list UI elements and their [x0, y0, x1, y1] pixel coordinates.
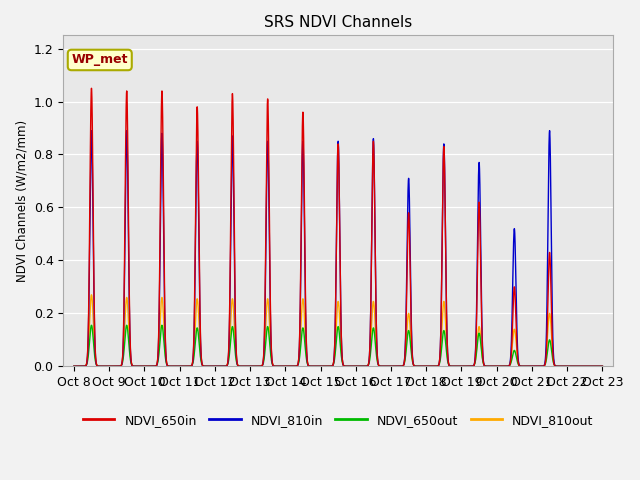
Line: NDVI_810out: NDVI_810out — [74, 295, 602, 366]
NDVI_810in — [596, 363, 604, 369]
NDVI_810out — [88, 292, 95, 298]
Y-axis label: NDVI Channels (W/m2/mm): NDVI Channels (W/m2/mm) — [15, 120, 28, 282]
NDVI_650out — [183, 363, 191, 369]
NDVI_810in — [486, 363, 494, 369]
NDVI_650in — [486, 363, 494, 369]
Line: NDVI_810in: NDVI_810in — [74, 131, 602, 366]
Legend: NDVI_650in, NDVI_810in, NDVI_650out, NDVI_810out: NDVI_650in, NDVI_810in, NDVI_650out, NDV… — [78, 409, 598, 432]
NDVI_810out — [598, 363, 606, 369]
Line: NDVI_650out: NDVI_650out — [74, 325, 602, 366]
NDVI_650out — [411, 363, 419, 369]
NDVI_810in — [177, 363, 185, 369]
Line: NDVI_650in: NDVI_650in — [74, 88, 602, 366]
NDVI_650in — [183, 363, 191, 369]
NDVI_650in — [70, 363, 77, 369]
NDVI_810out — [177, 363, 185, 369]
NDVI_650out — [70, 363, 77, 369]
NDVI_810in — [411, 363, 419, 369]
NDVI_810out — [411, 363, 419, 369]
NDVI_650out — [598, 363, 606, 369]
Title: SRS NDVI Channels: SRS NDVI Channels — [264, 15, 412, 30]
NDVI_650in — [268, 354, 276, 360]
NDVI_650in — [411, 363, 419, 369]
NDVI_810out — [596, 363, 604, 369]
NDVI_810in — [88, 128, 95, 133]
NDVI_650out — [268, 359, 276, 365]
NDVI_650out — [88, 323, 95, 328]
NDVI_650in — [596, 363, 604, 369]
Text: WP_met: WP_met — [72, 53, 128, 66]
NDVI_810in — [598, 363, 606, 369]
NDVI_810out — [70, 363, 77, 369]
NDVI_650in — [88, 85, 95, 91]
NDVI_650in — [177, 363, 185, 369]
NDVI_650out — [177, 363, 185, 369]
NDVI_650in — [598, 363, 606, 369]
NDVI_810out — [183, 363, 191, 369]
NDVI_810in — [268, 356, 276, 361]
NDVI_650out — [486, 363, 494, 369]
NDVI_810out — [268, 356, 276, 362]
NDVI_650out — [596, 363, 604, 369]
NDVI_810in — [70, 363, 77, 369]
NDVI_810in — [183, 363, 191, 369]
NDVI_810out — [486, 363, 494, 369]
